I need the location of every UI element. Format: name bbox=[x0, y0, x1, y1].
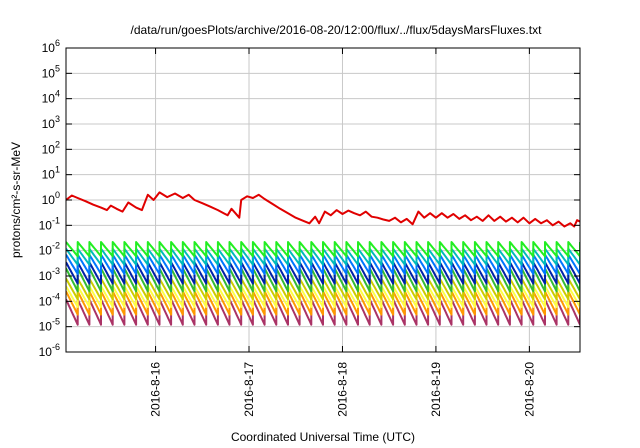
x-axis-label: Coordinated Universal Time (UTC) bbox=[231, 430, 415, 444]
x-tick-label: 2016-8-20 bbox=[522, 362, 536, 417]
series-group bbox=[66, 191, 580, 326]
y-tick-label: 103 bbox=[42, 114, 60, 131]
y-tick-label: 100 bbox=[42, 190, 60, 207]
x-tick-label: 2016-8-19 bbox=[429, 362, 443, 417]
y-tick-label: 105 bbox=[42, 63, 60, 80]
x-tick-label: 2016-8-16 bbox=[149, 362, 163, 417]
y-tick-label: 10-2 bbox=[39, 241, 60, 258]
series-line-1 bbox=[66, 191, 580, 228]
y-axis-label: protons/cm²-s-sr-MeV bbox=[9, 142, 23, 258]
y-tick-label: 10-3 bbox=[39, 266, 60, 283]
chart-title: /data/run/goesPlots/archive/2016-08-20/1… bbox=[131, 23, 543, 37]
x-tick-label: 2016-8-17 bbox=[242, 362, 256, 417]
y-tick-label: 104 bbox=[42, 89, 60, 106]
y-tick-label: 10-4 bbox=[39, 291, 60, 308]
x-axis-ticks: 2016-8-16 2016-8-17 2016-8-18 2016-8-19 2016… bbox=[149, 48, 536, 417]
series-line-2 bbox=[66, 241, 580, 258]
y-tick-label: 106 bbox=[42, 38, 60, 55]
y-tick-label: 101 bbox=[42, 165, 60, 182]
y-tick-label: 10-6 bbox=[39, 342, 60, 359]
x-tick-label: 2016-8-18 bbox=[335, 362, 349, 417]
y-tick-label: 102 bbox=[42, 139, 60, 156]
y-tick-label: 10-5 bbox=[39, 317, 60, 334]
y-tick-label: 10-1 bbox=[39, 215, 60, 232]
